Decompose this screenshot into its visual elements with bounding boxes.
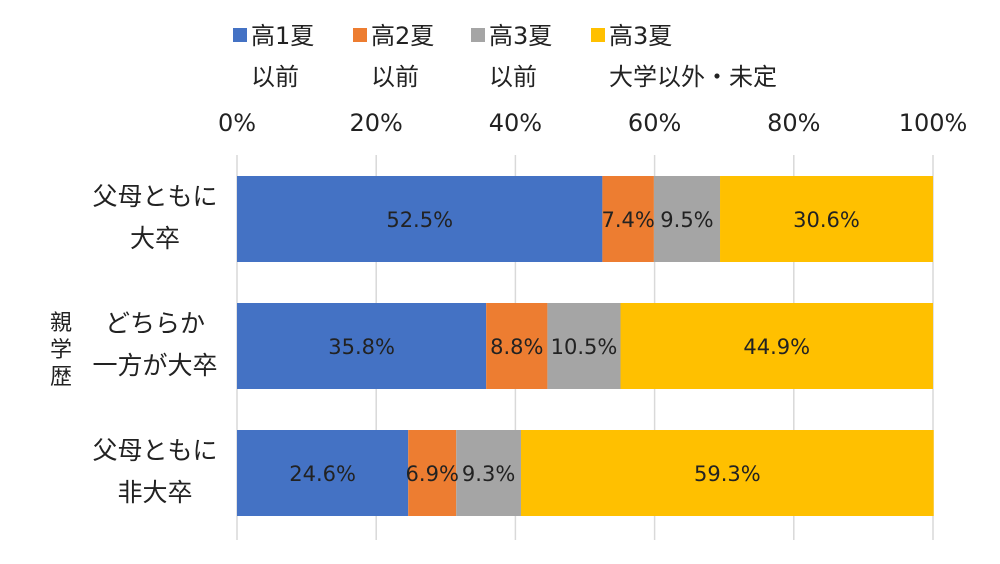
bar-segment <box>620 303 933 389</box>
x-tick-label: 80% <box>767 109 820 137</box>
bar-segment <box>520 430 934 516</box>
x-tick-label: 20% <box>350 109 403 137</box>
legend-label: 大学以外・未定 <box>609 63 777 91</box>
legend-swatch <box>353 28 367 42</box>
bar-segment <box>653 176 721 262</box>
x-tick-label: 100% <box>899 109 968 137</box>
category-label: 父母ともに <box>92 436 217 465</box>
legend-label: 以前 <box>371 63 419 91</box>
category-label: 父母ともに <box>92 182 217 211</box>
bar-segment <box>408 430 457 516</box>
data-label: 7.4% <box>601 208 654 232</box>
data-label: 24.6% <box>289 462 356 486</box>
data-label: 35.8% <box>328 335 395 359</box>
legend-swatch <box>471 28 485 42</box>
category-label: 非大卒 <box>117 478 192 507</box>
y-axis-title: 親学歴 <box>50 311 72 390</box>
bar-segment <box>237 303 487 389</box>
legend-label: 高3夏 <box>609 22 672 50</box>
bar-segment <box>486 303 548 389</box>
data-label: 9.5% <box>660 208 713 232</box>
category-label: 一方が大卒 <box>92 351 217 380</box>
legend-label: 高2夏 <box>371 22 434 50</box>
bar-segment <box>547 303 621 389</box>
data-label: 44.9% <box>743 335 810 359</box>
x-tick-label: 0% <box>218 109 256 137</box>
data-label: 8.8% <box>490 335 543 359</box>
data-label: 9.3% <box>462 462 515 486</box>
category-label: 大卒 <box>130 224 180 253</box>
data-label: 59.3% <box>694 462 761 486</box>
x-tick-label: 60% <box>628 109 681 137</box>
bar-segment <box>602 176 654 262</box>
data-label: 6.9% <box>406 462 459 486</box>
bar-segment <box>456 430 521 516</box>
category-label: どちらか <box>105 309 205 338</box>
legend-swatch <box>233 28 247 42</box>
legend-label: 以前 <box>489 63 537 91</box>
data-label: 52.5% <box>386 208 453 232</box>
bars: 52.5% 7.4% 9.5% 30.6% 35.8% 8.8% 10.5% 44.9% 24.… <box>237 176 934 516</box>
legend-swatch <box>591 28 605 42</box>
bar-segment <box>720 176 933 262</box>
x-axis-ticks: 0% 20% 40% 60% 80% 100% <box>218 109 967 137</box>
data-label: 10.5% <box>551 335 618 359</box>
data-label: 30.6% <box>793 208 860 232</box>
bar-segment <box>237 176 603 262</box>
x-tick-label: 40% <box>489 109 542 137</box>
bar-segment <box>237 430 409 516</box>
legend-label: 高1夏 <box>251 22 314 50</box>
legend-label: 高3夏 <box>489 22 552 50</box>
legend-label: 以前 <box>251 63 299 91</box>
